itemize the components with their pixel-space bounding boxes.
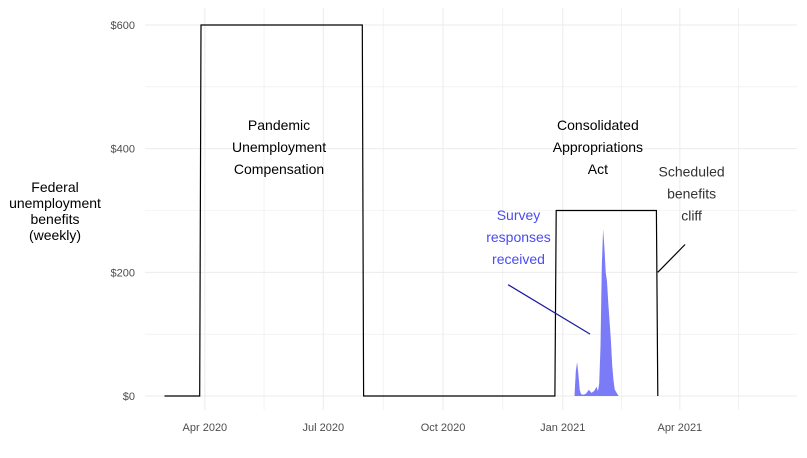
annotation-text-2: Scheduled benefits cliff [659,163,725,223]
y-axis-ticks: $0 $200 $400 $600 [111,20,135,403]
annotation-line: Act [588,161,608,177]
y-axis-label-line: benefits [30,211,79,227]
annotation-line: benefits [667,185,716,201]
x-tick-label-3: Jan 2021 [540,422,585,434]
annotation-line: Compensation [234,161,324,177]
annotation-line: Appropriations [553,139,643,155]
y-axis-label-line: (weekly) [29,227,81,243]
y-axis-label-line: unemployment [9,195,101,211]
annotation-text-1: Consolidated Appropriations Act [553,117,643,177]
benefit-series-line [164,24,659,397]
x-tick-label-1: Jul 2020 [302,422,344,434]
survey-responses-area-group [574,229,619,396]
annotation-pointer-3 [507,284,591,335]
annotation-line: cliff [681,207,702,223]
y-tick-label-2: $400 [111,144,135,156]
annotations: Pandemic Unemployment Compensation Consolid… [232,117,725,335]
y-tick-label-0: $0 [123,391,135,403]
y-tick-label-1: $200 [111,267,135,279]
annotation-line: Pandemic [248,117,310,133]
x-tick-label-4: Apr 2021 [658,422,703,434]
x-axis-ticks: Apr 2020 Jul 2020 Oct 2020 Jan 2021 Apr 2021 [183,422,703,434]
annotation-text-3: Survey responses received [486,207,551,267]
x-tick-label-2: Oct 2020 [421,422,466,434]
annotation-line: received [492,251,545,267]
annotation-line: Survey [497,207,541,223]
x-tick-label-0: Apr 2020 [183,422,228,434]
y-tick-label-3: $600 [111,20,135,32]
annotation-line: Unemployment [232,139,326,155]
survey-responses-area [574,229,619,396]
annotation-line: Consolidated [557,117,639,133]
annotation-line: Scheduled [659,163,725,179]
grid-lines [145,8,797,410]
annotation-text-0: Pandemic Unemployment Compensation [232,117,326,177]
y-axis-label-line: Federal [31,179,78,195]
annotation-pointer-2 [657,244,686,273]
y-axis-label: Federal unemployment benefits (weekly) [9,179,101,243]
benefit-series-group [164,24,659,397]
annotation-line: responses [486,229,551,245]
